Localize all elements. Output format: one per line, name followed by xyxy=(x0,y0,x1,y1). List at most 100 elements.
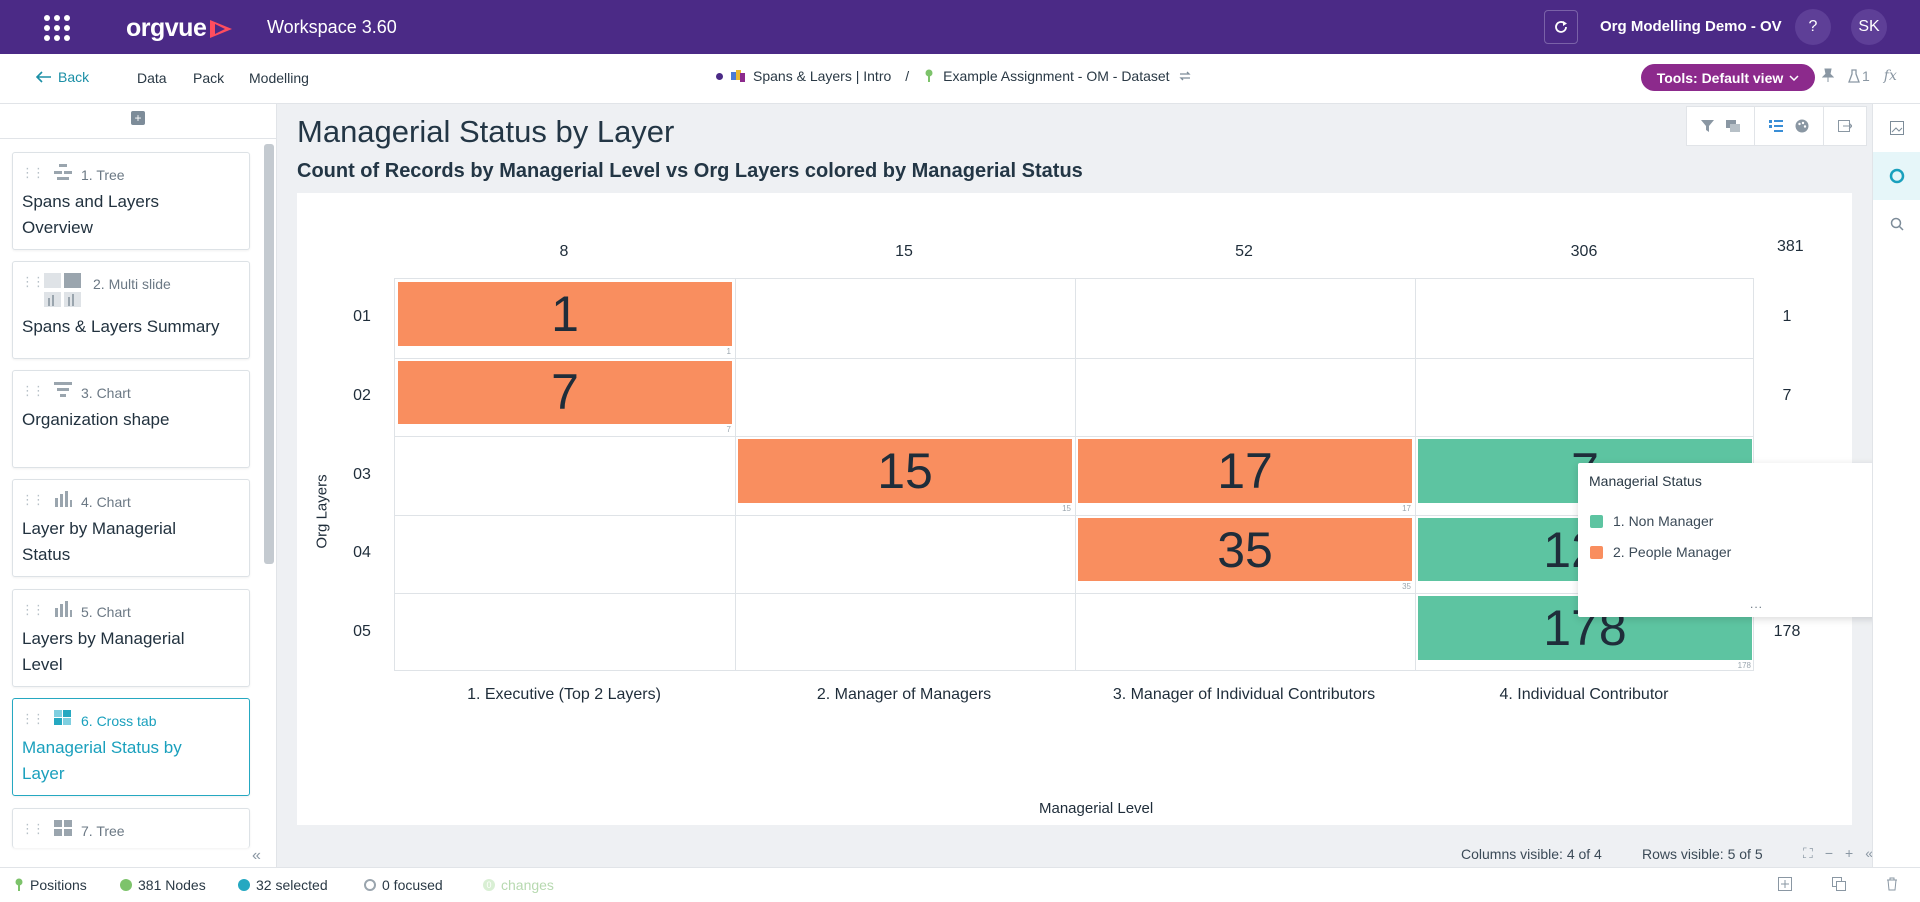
rows-visible: Rows visible: 5 of 5 xyxy=(1642,846,1763,862)
crosstab-cell-bar[interactable]: 35 xyxy=(1078,517,1412,582)
menu-pack[interactable]: Pack xyxy=(193,70,225,86)
slide-kind: 4. Chart xyxy=(81,494,131,510)
crosstab-cell-bar[interactable]: 7 xyxy=(398,360,732,425)
sidebar-divider xyxy=(0,138,277,139)
comment-icon[interactable] xyxy=(1726,120,1740,132)
zoom-out-icon[interactable]: − xyxy=(1824,845,1833,861)
slide-title: Status xyxy=(22,545,71,564)
slide-card-2[interactable]: ⋮⋮ 2. Multi slide Spans & Layers Summary xyxy=(12,261,250,359)
pin-icon[interactable] xyxy=(1822,68,1834,82)
status-bar: Positions 381 Nodes 32 selected 0 focuse… xyxy=(0,867,1920,902)
top-bar: orgvue Workspace 3.60 Org Modelling Demo… xyxy=(0,0,1920,54)
slide-title: Layers by Managerial xyxy=(22,629,185,648)
row-label[interactable]: 05 xyxy=(353,622,371,640)
slide-card-7[interactable]: ⋮⋮ 7. Tree xyxy=(12,808,250,848)
column-label[interactable]: 2. Manager of Managers xyxy=(816,686,992,703)
bar-chart-icon xyxy=(55,601,72,617)
fit-screen-icon[interactable]: ⛶ xyxy=(1803,845,1813,861)
zoom-in-icon[interactable]: + xyxy=(1845,845,1854,861)
row-label[interactable]: 02 xyxy=(353,386,371,404)
column-label[interactable]: 3. Manager of Individual Contributors xyxy=(1112,686,1376,703)
nodes-status[interactable]: 381 Nodes xyxy=(120,877,206,893)
legend-item-non-manager[interactable]: 1. Non Manager 306 xyxy=(1590,512,1920,532)
back-button[interactable]: Back xyxy=(36,69,89,85)
breadcrumb-pack[interactable]: Spans & Layers | Intro xyxy=(753,68,892,84)
help-button[interactable]: ? xyxy=(1795,9,1831,45)
duplicate-icon[interactable] xyxy=(1832,877,1846,894)
menu-modelling[interactable]: Modelling xyxy=(249,70,309,86)
user-avatar[interactable]: SK xyxy=(1851,9,1887,45)
slide-card-6[interactable]: ⋮⋮ 6. Cross tab Managerial Status by Lay… xyxy=(12,698,250,796)
rail-image-button[interactable] xyxy=(1873,104,1920,152)
row-label[interactable]: 03 xyxy=(353,465,371,483)
legend-item-people-manager[interactable]: 2. People Manager 75 xyxy=(1590,543,1920,563)
tools-view-dropdown[interactable]: Tools: Default view xyxy=(1641,64,1815,91)
status-actions xyxy=(1778,877,1898,894)
filter-icon[interactable] xyxy=(1701,120,1714,132)
sync-icon xyxy=(1555,21,1567,33)
drag-handle-icon[interactable]: ⋮⋮ xyxy=(21,711,45,726)
columns-visible: Columns visible: 4 of 4 xyxy=(1461,846,1602,862)
crosstab-cell-bar[interactable]: 1 xyxy=(398,282,732,346)
crosstab-cell-bar[interactable]: 15 xyxy=(738,439,1072,503)
drag-handle-icon[interactable]: ⋮⋮ xyxy=(21,274,45,289)
grid-line xyxy=(395,514,1753,516)
apps-grid-icon[interactable] xyxy=(44,15,70,41)
search-icon xyxy=(1890,217,1904,231)
export-group xyxy=(1824,107,1866,145)
breadcrumb-dataset[interactable]: Example Assignment - OM - Dataset xyxy=(943,68,1170,84)
slide-title: Managerial Status by xyxy=(22,738,182,757)
menu-data[interactable]: Data xyxy=(137,70,167,86)
row-label[interactable]: 01 xyxy=(353,308,371,326)
drag-handle-icon[interactable]: ⋮⋮ xyxy=(21,383,45,398)
slide-title: Overview xyxy=(22,218,93,237)
legend-swatch xyxy=(1590,515,1603,528)
legend-item-label: 1. Non Manager xyxy=(1613,513,1714,529)
collapse-sidebar-icon[interactable]: « xyxy=(252,847,261,864)
focused-status[interactable]: 0 focused xyxy=(364,877,443,893)
x-axis-label: Managerial Level xyxy=(1039,800,1154,817)
rail-focus-button[interactable] xyxy=(1873,152,1920,200)
right-rail xyxy=(1872,104,1920,867)
fx-button[interactable]: fx xyxy=(1883,68,1897,84)
nav-icon-group: 1 fx xyxy=(1822,68,1897,84)
column-label[interactable]: 1. Executive (Top 2 Layers) xyxy=(467,686,661,703)
swap-dataset-icon[interactable] xyxy=(1178,70,1192,82)
selected-pin-icon xyxy=(238,879,250,891)
export-icon[interactable] xyxy=(1838,120,1852,132)
list-icon[interactable] xyxy=(1769,120,1783,132)
row-label[interactable]: 04 xyxy=(353,544,371,562)
nodes-dot-icon xyxy=(120,879,132,891)
slide-card-5[interactable]: ⋮⋮ 5. Chart Layers by Managerial Level xyxy=(12,589,250,687)
orgvue-logo[interactable]: orgvue xyxy=(126,14,234,43)
drag-handle-icon[interactable]: ⋮⋮ xyxy=(21,821,45,836)
palette-icon[interactable] xyxy=(1795,119,1809,133)
positions-status[interactable]: Positions xyxy=(14,877,87,893)
collapse-right-icon[interactable]: « xyxy=(1865,845,1873,861)
breadcrumb-separator: / xyxy=(905,68,910,84)
add-node-icon[interactable] xyxy=(1778,877,1792,894)
slide-title: Layer by Managerial xyxy=(22,519,177,538)
legend-more-button[interactable]: ... xyxy=(1750,597,1764,611)
flask-icon xyxy=(1848,69,1860,83)
rail-search-button[interactable] xyxy=(1873,200,1920,248)
add-slide-button[interactable]: + xyxy=(131,111,145,125)
slide-card-3[interactable]: ⋮⋮ 3. Chart Organization shape xyxy=(12,370,250,468)
drag-handle-icon[interactable]: ⋮⋮ xyxy=(21,492,45,507)
crosstab-cell-bar[interactable]: 17 xyxy=(1078,439,1412,503)
legend-popup[interactable]: Managerial Status × 1. Non Manager 306 2… xyxy=(1578,463,1920,617)
column-label[interactable]: 4. Individual Contributor xyxy=(1499,686,1669,703)
drag-handle-icon[interactable]: ⋮⋮ xyxy=(21,602,45,617)
delete-icon[interactable] xyxy=(1886,877,1898,894)
project-name[interactable]: Org Modelling Demo - OV xyxy=(1600,18,1782,35)
changes-status[interactable]: 0 changes xyxy=(483,877,554,893)
flask-button[interactable]: 1 xyxy=(1848,68,1870,84)
sidebar-scrollbar[interactable] xyxy=(264,144,274,564)
drag-handle-icon[interactable]: ⋮⋮ xyxy=(21,165,45,180)
sync-button[interactable] xyxy=(1544,10,1578,44)
slide-card-1[interactable]: ⋮⋮ 1. Tree Spans and Layers Overview xyxy=(12,152,250,250)
grid-line xyxy=(735,279,736,670)
slide-card-4[interactable]: ⋮⋮ 4. Chart Layer by Managerial Status xyxy=(12,479,250,577)
cell-count-label: 178 xyxy=(1737,661,1751,670)
selected-status[interactable]: 32 selected xyxy=(238,877,328,893)
